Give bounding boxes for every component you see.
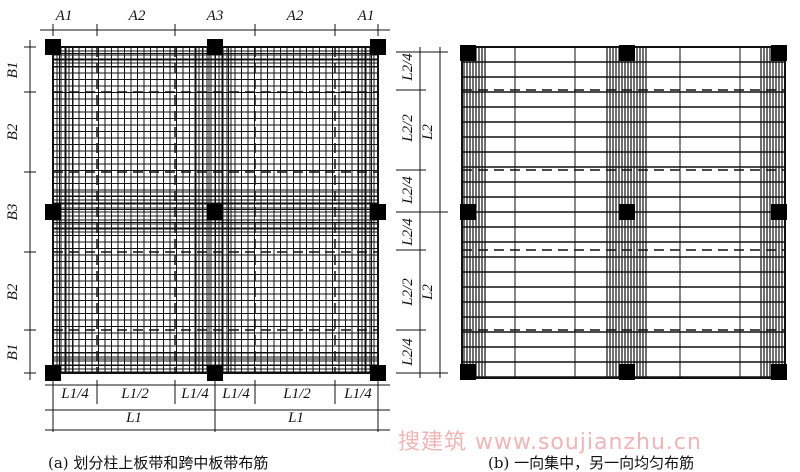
label-a3: A3 xyxy=(206,8,224,24)
label-l1: L1 xyxy=(125,410,142,426)
label-l1: L1 xyxy=(287,410,304,426)
column xyxy=(207,204,223,220)
panel-a-left-labels: B1 B2 B3 B2 B1 xyxy=(5,62,21,361)
label-l1-2: L1/2 xyxy=(282,386,311,402)
caption-b: (b) 一向集中，另一向均匀布筋 xyxy=(488,454,695,472)
label-b2: B2 xyxy=(5,283,21,300)
column xyxy=(370,204,386,220)
caption-a: (a) 划分柱上板带和跨中板带布筋 xyxy=(48,454,269,472)
column xyxy=(460,45,476,61)
watermark: 搜建筑 www.soujianzhu.cn xyxy=(398,430,702,455)
column xyxy=(45,39,61,55)
column xyxy=(619,45,635,61)
panel-a-bottom-labels: L1/4 L1/2 L1/4 L1/4 L1/2 L1/4 L1 L1 xyxy=(60,386,372,426)
label-l1-4: L1/4 xyxy=(221,386,250,402)
label-a1: A1 xyxy=(357,8,375,24)
column xyxy=(460,364,476,380)
label-b3: B3 xyxy=(5,204,21,221)
label-b1: B1 xyxy=(5,62,21,79)
column xyxy=(45,204,61,220)
panel-b-side-labels: L2/4 L2/2 L2/4 L2/4 L2/2 L2/4 L2 L2 xyxy=(400,53,436,367)
panel-b-grid xyxy=(460,45,787,380)
column xyxy=(45,365,61,381)
column xyxy=(207,39,223,55)
dimension-lines xyxy=(24,24,448,432)
column xyxy=(771,45,787,61)
column xyxy=(619,204,635,220)
panel-a-top-labels: A1 A2 A3 A2 A1 xyxy=(55,8,375,24)
label-l1-4: L1/4 xyxy=(343,386,372,402)
label-l2-4: L2/4 xyxy=(400,338,416,367)
label-l1-2: L1/2 xyxy=(120,386,149,402)
label-l2: L2 xyxy=(420,284,436,301)
column xyxy=(771,204,787,220)
label-l2-2: L2/2 xyxy=(400,114,416,143)
label-a2: A2 xyxy=(286,8,304,24)
column xyxy=(619,364,635,380)
label-l2-4: L2/4 xyxy=(400,176,416,205)
label-l2-4: L2/4 xyxy=(400,218,416,247)
panel-a-grid xyxy=(45,39,386,381)
label-b1: B1 xyxy=(5,344,21,361)
column xyxy=(771,364,787,380)
label-l1-4: L1/4 xyxy=(60,386,89,402)
column xyxy=(370,365,386,381)
column xyxy=(207,365,223,381)
label-l2-4: L2/4 xyxy=(400,53,416,82)
label-l1-4: L1/4 xyxy=(180,386,209,402)
label-l2: L2 xyxy=(420,124,436,141)
column xyxy=(460,204,476,220)
column xyxy=(370,39,386,55)
label-b2: B2 xyxy=(5,123,21,140)
label-l2-2: L2/2 xyxy=(400,278,416,307)
label-a2: A2 xyxy=(128,8,146,24)
label-a1: A1 xyxy=(55,8,73,24)
